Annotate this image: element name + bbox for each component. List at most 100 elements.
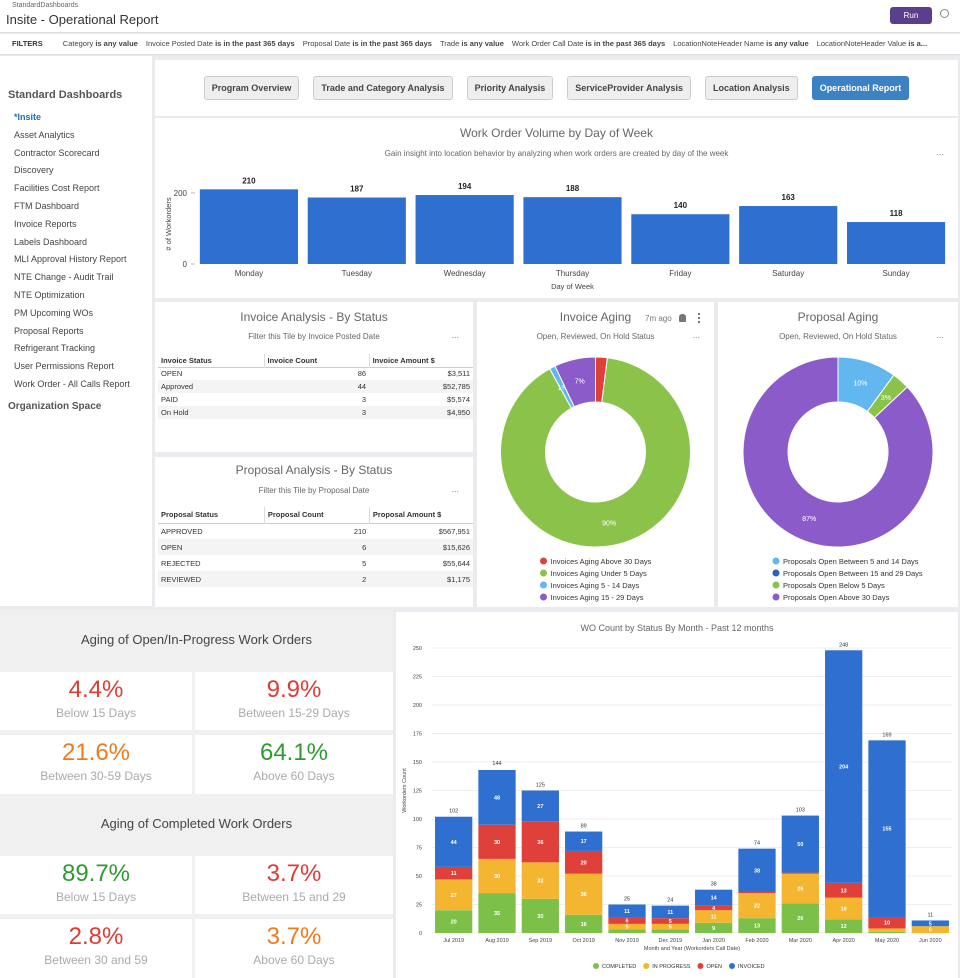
status-by-month-panel: WO Count by Status By Month - Past 12 mo… [396,612,958,978]
x-tick-label: Aug 2019 [485,938,509,944]
bar-segment [435,866,473,880]
legend-label: Invoices Aging 15 - 29 Days [551,593,644,602]
run-button[interactable]: Run [890,7,932,24]
filter: Trade is any value [440,39,504,48]
y-tick-label: 50 [416,874,422,880]
bar-value-label: 194 [458,182,472,191]
y-tick-label: 200 [413,703,422,709]
tab[interactable]: Program Overview [203,76,300,100]
y-tick-label: 175 [413,732,422,738]
sidebar-link[interactable]: *Insite [14,112,42,122]
total-label: 25 [624,897,630,903]
tab[interactable]: Priority Analysis [466,76,554,100]
bar-segment [781,815,819,873]
segment-label: 11 [624,909,630,915]
panel-title: Proposal Aging [797,310,879,324]
breadcrumb[interactable]: StandardDashboards [12,2,79,9]
sidebar-link[interactable]: Work Order - All Calls Report [14,379,130,389]
settings-icon[interactable] [940,9,949,18]
legend-label: Invoices Aging Above 30 Days [551,557,652,566]
bar-value-label: 118 [890,209,903,218]
tab[interactable]: Location Analysis [705,76,798,100]
bar-segment [565,850,603,874]
sidebar-link[interactable]: Asset Analytics [14,129,75,140]
sidebar-link[interactable]: FTM Dashboard [14,201,80,211]
bar-segment [868,740,906,918]
bar-segment [435,816,473,867]
panel-menu[interactable]: ... [936,330,944,340]
segment-label: 13 [754,924,760,930]
kpi-heading: Aging of Open/In-Progress Work Orders [81,632,312,647]
legend-label: INVOICED [738,964,765,970]
x-tick-label: Monday [235,269,263,278]
kpi-label: Between 15-29 Days [238,706,350,720]
bar-segment [608,929,646,933]
panel-subtitle: Open, Reviewed, On Hold Status [536,332,655,341]
filter-field: Trade [439,39,460,48]
sidebar-link[interactable]: MLI Approval History Report [14,254,127,265]
bar-segment [825,650,863,883]
sidebar-link[interactable]: Proposal Reports [14,325,84,336]
table-cell: 3 [361,395,367,404]
bar-segment [521,898,559,933]
kpi-label: Above 60 Days [253,953,335,967]
data-table: Proposal Status Proposal Count Proposal Am… [158,507,473,587]
table-cell: REVIEWED [161,574,202,584]
filter-field: LocationNoteHeader Name [673,39,765,48]
filters-label[interactable]: FILTERS [12,39,43,48]
tab[interactable]: ServiceProvider Analysis [567,76,691,100]
legend-swatch [593,963,599,969]
table-cell: $4,950 [447,408,470,417]
bar-segment [738,848,776,892]
bar-segment [521,862,559,899]
x-tick-label: Feb 2020 [745,938,768,944]
sidebar-link[interactable]: Invoice Reports [14,218,77,229]
bar-segment [781,872,819,874]
kpi-value: 89.7% [61,860,131,887]
donut-slice [500,357,691,548]
table-cell: $55,644 [442,558,470,568]
legend-label: IN PROGRESS [652,964,691,970]
proposal-aging-panel: Proposal Aging Open, Reviewed, On Hold St… [718,302,958,607]
segment-label: 32 [537,879,543,885]
total-label: 144 [492,761,501,767]
filter-field: Proposal Date [302,39,351,48]
panel-title: Work Order Volume by Day of Week [460,126,653,140]
header: StandardDashboards Insite - Operational … [0,0,960,33]
tab[interactable]: Trade and Category Analysis [313,76,453,100]
sidebar-link[interactable]: Discovery [14,165,54,176]
donut-slice [742,356,934,548]
panel-menu[interactable]: ... [936,147,944,157]
kpi-heading: Aging of Completed Work Orders [100,816,293,831]
column-header: Proposal Amount $ [372,510,442,520]
sidebar-link[interactable]: NTE Optimization [14,290,85,300]
legend-swatch [729,963,736,969]
segment-label: 26 [797,887,803,893]
sidebar-link[interactable]: PM Upcoming WOs [14,307,94,318]
sidebar-link[interactable]: Labels Dashboard [14,236,88,247]
panel-menu[interactable]: ... [451,330,459,340]
panel-subtitle: Gain insight into location behavior by a… [384,149,729,158]
bar-segment [651,923,689,930]
tab[interactable]: Operational Report [811,76,910,100]
total-label: 125 [536,783,545,789]
x-tick-label: Tuesday [342,269,372,278]
segment-label: 30 [537,914,543,920]
sidebar-link[interactable]: Contractor Scorecard [14,147,100,158]
sidebar-link[interactable]: NTE Change - Audit Trail [14,272,114,283]
bar-segment [478,769,516,825]
bar-value-label: 187 [350,185,364,194]
panel-menu[interactable]: ... [692,330,700,340]
filter-condition: is any value [95,39,138,48]
sidebar-link[interactable]: User Permissions Report [14,361,115,372]
panel-menu[interactable]: ... [451,484,459,494]
bar-value-label: 210 [242,176,256,185]
sidebar-link[interactable]: Facilities Cost Report [14,183,100,194]
segment-label: 155 [882,827,891,833]
invoice-table-panel: Invoice Analysis - By Status Filter this … [155,302,473,452]
kebab-menu[interactable] [698,313,700,323]
bar [415,195,514,264]
y-tick-label: 0 [419,931,422,937]
sidebar-link[interactable]: Refrigerant Tracking [14,343,96,354]
legend-label: COMPLETED [602,964,636,970]
